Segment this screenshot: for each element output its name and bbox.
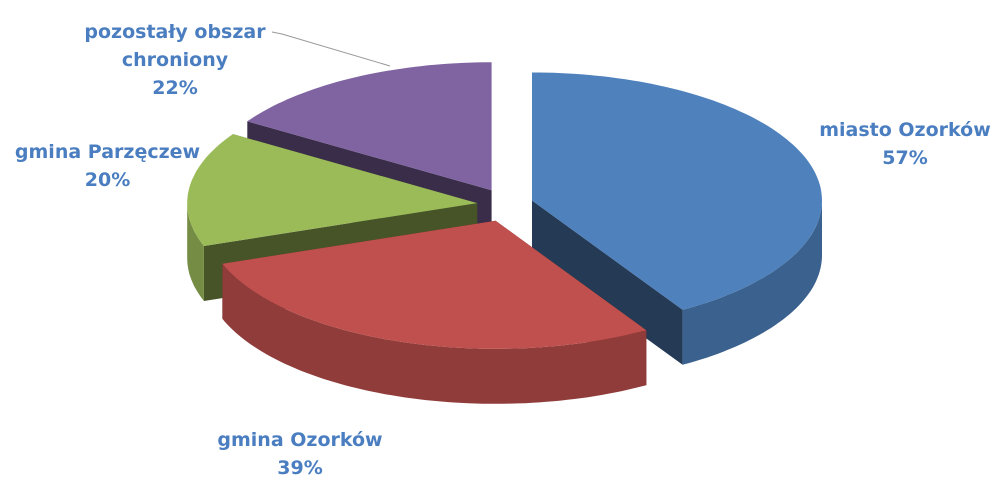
- category-label: miasto Ozorków: [819, 119, 991, 141]
- slice: [187, 134, 478, 246]
- slice-wall: [222, 263, 647, 404]
- slice: [222, 220, 647, 349]
- label: gmina Parzęczew 20%: [0, 138, 215, 194]
- label: gmina Ozorków 39%: [180, 426, 420, 480]
- category-label: pozostały obszar chroniony: [84, 21, 266, 71]
- slice-wall: [187, 203, 204, 301]
- value-label: 22%: [152, 77, 198, 99]
- leader-line: [271, 31, 391, 67]
- value-label: 20%: [84, 169, 131, 191]
- label: miasto Ozorków 57%: [800, 116, 1000, 172]
- category-label: gmina Parzęczew: [14, 141, 201, 163]
- value-label: 57%: [882, 147, 928, 169]
- slice-side: [532, 200, 683, 365]
- category-label: gmina Ozorków: [217, 429, 383, 451]
- label: pozostały obszar chroniony 22%: [80, 18, 270, 102]
- value-label: 39%: [277, 457, 323, 479]
- slice: [532, 72, 822, 310]
- slice: [247, 62, 492, 191]
- slice-wall: [682, 200, 822, 365]
